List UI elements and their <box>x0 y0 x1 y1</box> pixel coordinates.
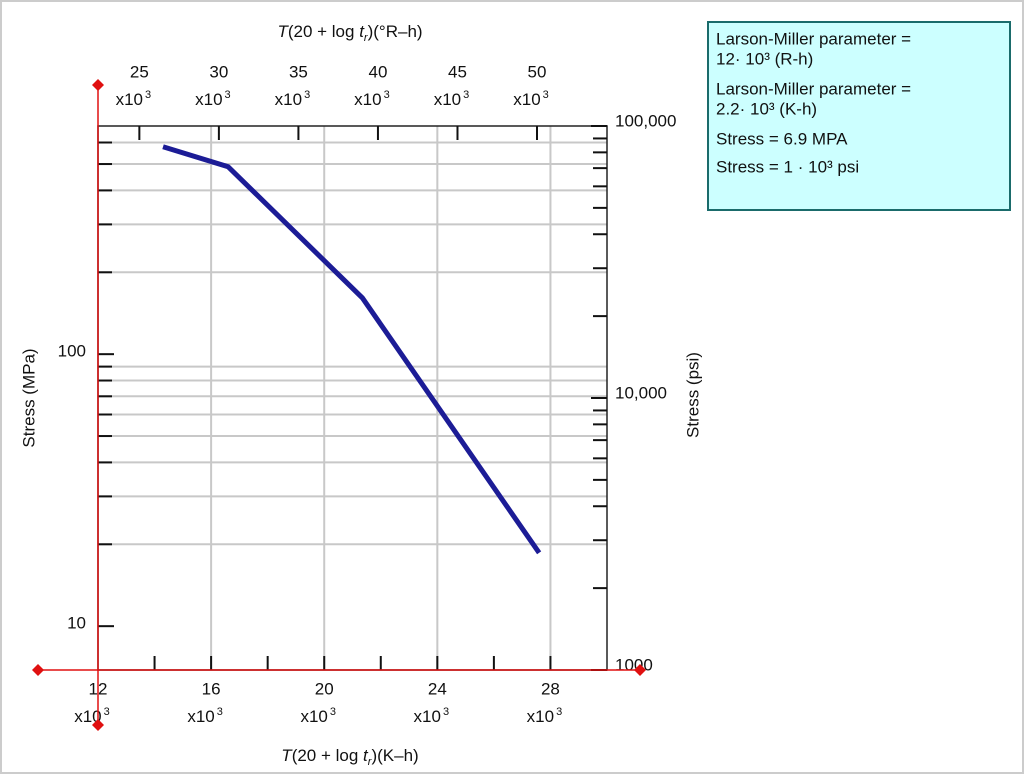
axis-label-part: t <box>363 746 369 765</box>
x-tick-label: 16 <box>202 679 221 698</box>
axis-diamond <box>92 79 104 91</box>
axis-diamond <box>32 664 44 676</box>
y2-axis-label: Stress (psi) <box>683 352 702 438</box>
x-tick-label: 24 <box>428 679 447 698</box>
tick-multiplier: x10 3 <box>513 89 549 110</box>
axis-label-part: )(K–h) <box>371 746 418 765</box>
annotation: Larson-Miller parameter = <box>716 29 911 48</box>
tick-multiplier-exp: 3 <box>463 89 469 101</box>
tick-multiplier: x10 3 <box>275 89 311 110</box>
x-tick-label: 20 <box>315 679 334 698</box>
y-axis-label: Stress (MPa) <box>19 348 38 447</box>
y-tick-label: 10 <box>67 614 86 633</box>
axis-label: T(20 + log tr)(K–h) <box>281 746 418 767</box>
x2-tick-label: 50 <box>528 62 547 81</box>
tick-multiplier: x10 3 <box>414 706 450 727</box>
axis-diamond <box>634 664 646 676</box>
tick-multiplier-base: x10 <box>74 707 101 726</box>
tick-multiplier: x10 3 <box>187 706 223 727</box>
annotation: 12· 10³ (R-h) <box>716 49 813 68</box>
series-line <box>162 144 542 555</box>
annotation: 2.2· 10³ (K-h) <box>716 99 817 118</box>
tick-multiplier-base: x10 <box>434 90 461 109</box>
y2-tick-label: 1000 <box>615 655 653 674</box>
axis-label-part: )(°R–h) <box>368 22 423 41</box>
x2-tick-label: 40 <box>368 62 387 81</box>
tick-multiplier-exp: 3 <box>145 89 151 101</box>
tick-multiplier-exp: 3 <box>225 89 231 101</box>
tick-multiplier-base: x10 <box>513 90 540 109</box>
tick-multiplier-base: x10 <box>195 90 222 109</box>
axis-label-part: (20 + log <box>292 746 363 765</box>
axis-label-part: T <box>277 22 289 41</box>
tick-multiplier: x10 3 <box>300 706 336 727</box>
annotation: Stress = 6.9 MPA <box>716 129 848 148</box>
tick-multiplier-exp: 3 <box>304 89 310 101</box>
annotation: Larson-Miller parameter = <box>716 79 911 98</box>
axis-label-part: (20 + log <box>288 22 359 41</box>
x2-tick-label: 30 <box>209 62 228 81</box>
tick-multiplier-base: x10 <box>300 707 327 726</box>
tick-multiplier-exp: 3 <box>384 89 390 101</box>
legend-box <box>707 21 1011 211</box>
y-tick-label: 100 <box>58 342 86 361</box>
x2-tick-label: 45 <box>448 62 467 81</box>
x2-tick-label: 35 <box>289 62 308 81</box>
y2-tick-label: 100,000 <box>615 111 676 130</box>
axis-label-part: r <box>364 32 369 44</box>
tick-multiplier: x10 3 <box>195 89 231 110</box>
tick-multiplier-exp: 3 <box>443 706 449 718</box>
tick-multiplier-exp: 3 <box>104 706 110 718</box>
axis-label-part: T <box>281 746 293 765</box>
axis-label-part: r <box>368 756 373 768</box>
tick-multiplier: x10 3 <box>116 89 152 110</box>
tick-multiplier: x10 3 <box>434 89 470 110</box>
axis-label: T(20 + log tr)(°R–h) <box>277 22 422 43</box>
tick-multiplier-exp: 3 <box>556 706 562 718</box>
tick-multiplier: x10 3 <box>74 706 110 727</box>
tick-multiplier-base: x10 <box>527 707 554 726</box>
tick-multiplier: x10 3 <box>354 89 390 110</box>
annotation: Stress = 1 · 10³ psi <box>716 157 859 176</box>
tick-multiplier-base: x10 <box>275 90 302 109</box>
tick-multiplier-base: x10 <box>116 90 143 109</box>
tick-multiplier-base: x10 <box>187 707 214 726</box>
y2-tick-label: 10,000 <box>615 383 667 402</box>
x2-tick-label: 25 <box>130 62 149 81</box>
x-tick-label: 28 <box>541 679 560 698</box>
axis-label-part: t <box>359 22 365 41</box>
tick-multiplier-exp: 3 <box>543 89 549 101</box>
tick-multiplier-base: x10 <box>354 90 381 109</box>
tick-multiplier-exp: 3 <box>330 706 336 718</box>
tick-multiplier: x10 3 <box>527 706 563 727</box>
tick-multiplier-exp: 3 <box>217 706 223 718</box>
axis-diamond <box>92 719 104 731</box>
tick-multiplier-base: x10 <box>414 707 441 726</box>
